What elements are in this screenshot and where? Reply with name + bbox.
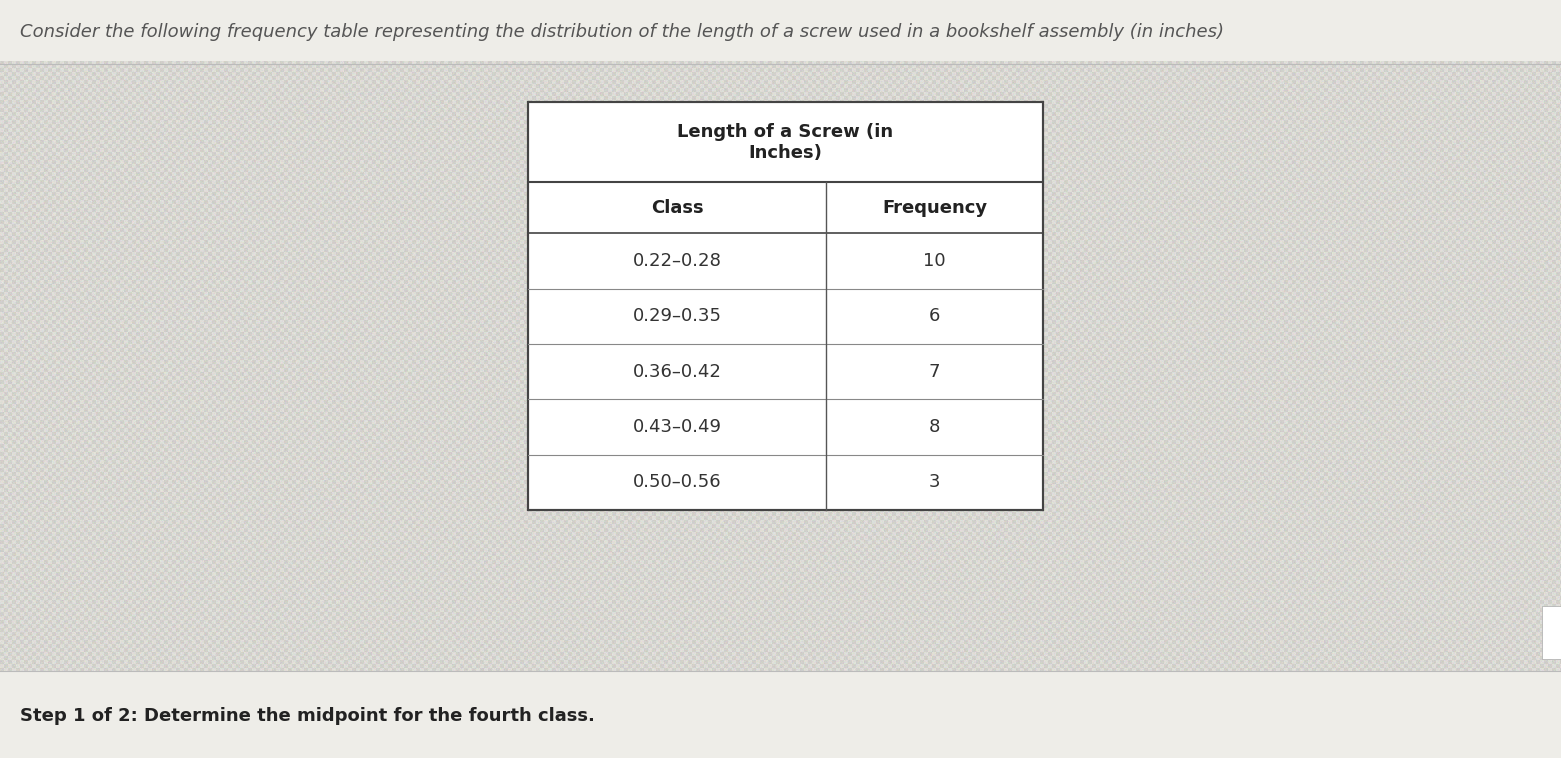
Point [1033,177,1052,186]
Point [1033,229,1052,238]
Point [518,98,537,107]
Bar [1542,606,1561,659]
Point [518,177,537,186]
Text: 0.36–0.42: 0.36–0.42 [632,363,721,381]
Text: 0.29–0.35: 0.29–0.35 [632,308,721,325]
Text: 0.22–0.28: 0.22–0.28 [632,252,721,270]
Point [816,506,835,515]
Text: 10: 10 [923,252,946,270]
Point [518,284,537,293]
Point [518,98,537,107]
Text: Consider the following frequency table representing the distribution of the leng: Consider the following frequency table r… [20,23,1224,41]
Text: 7: 7 [929,363,940,381]
Point [1033,450,1052,459]
Text: 0.43–0.49: 0.43–0.49 [632,418,721,436]
Text: Length of a Screw (in
Inches): Length of a Screw (in Inches) [677,123,893,161]
Bar [0,671,1561,758]
Text: 6: 6 [929,308,940,325]
Bar [528,102,1043,510]
Point [518,506,537,515]
Text: 3: 3 [929,474,940,491]
Point [518,340,537,349]
Bar [0,0,1561,61]
Text: Step 1 of 2: Determine the midpoint for the fourth class.: Step 1 of 2: Determine the midpoint for … [20,707,595,725]
Point [816,177,835,186]
Point [1033,284,1052,293]
Point [518,395,537,404]
Point [518,450,537,459]
Point [1033,98,1052,107]
Point [518,506,537,515]
Text: 8: 8 [929,418,940,436]
Text: Frequency: Frequency [882,199,987,217]
Point [1033,506,1052,515]
Point [1033,395,1052,404]
Point [1033,506,1052,515]
Text: 0.50–0.56: 0.50–0.56 [632,474,721,491]
Point [518,229,537,238]
Point [1033,98,1052,107]
Point [1033,340,1052,349]
Text: Class: Class [651,199,704,217]
